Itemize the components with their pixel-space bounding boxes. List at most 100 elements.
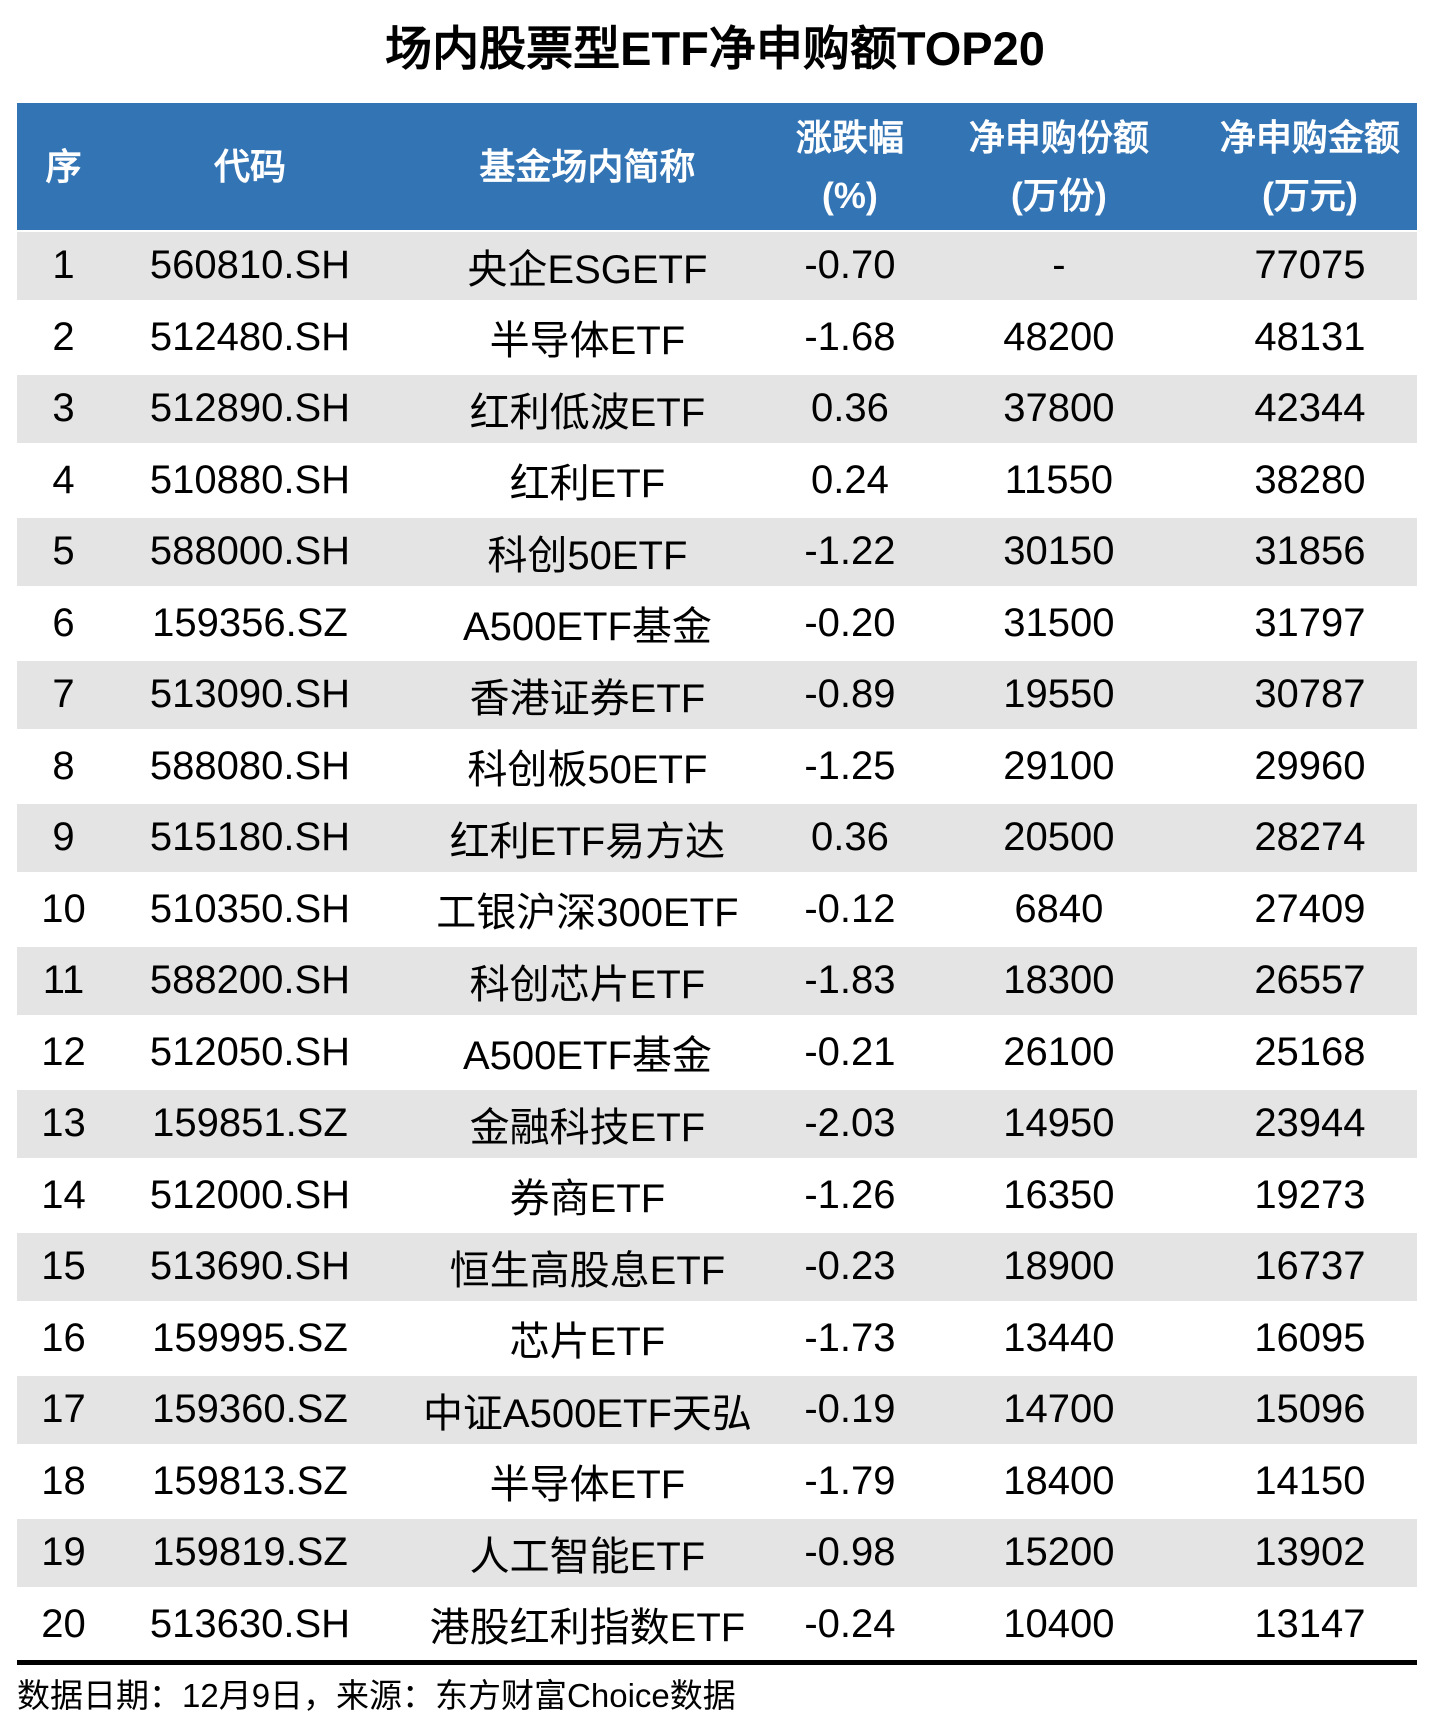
table-row: 6 159356.SZ A500ETF基金 -0.20 31500 31797 xyxy=(17,587,1417,659)
table-row: 2 512480.SH 半导体ETF -1.68 48200 48131 xyxy=(17,301,1417,373)
table-cell: -0.70 xyxy=(804,243,896,288)
column-header-fund-name: 基金场内简称 xyxy=(390,103,785,230)
table-cell: A500ETF基金 xyxy=(462,1034,712,1079)
table-cell: 18300 xyxy=(1003,958,1115,1003)
table-cell: 560810.SH xyxy=(149,243,351,288)
table-cell: 19 xyxy=(41,1530,86,1575)
table-cell: 10 xyxy=(41,886,86,931)
table-cell: 7 xyxy=(52,672,75,717)
table-cell: 513690.SH xyxy=(149,1244,351,1289)
table-cell: 159813.SZ xyxy=(152,1458,348,1503)
table-cell: 42344 xyxy=(1254,386,1366,431)
table-cell: 510350.SH xyxy=(149,886,351,931)
table-cell: 29960 xyxy=(1254,743,1366,788)
table-cell: 16350 xyxy=(1003,1172,1115,1217)
table-cell: 15 xyxy=(41,1244,86,1289)
table-cell: 30150 xyxy=(1003,529,1115,574)
column-header-label: 代码 xyxy=(213,145,286,187)
table-cell: 13 xyxy=(41,1101,86,1146)
table-cell: 中证A500ETF天弘 xyxy=(422,1391,752,1436)
table-cell: 人工智能ETF xyxy=(469,1534,706,1579)
table-row: 18 159813.SZ 半导体ETF -1.79 18400 14150 xyxy=(17,1445,1417,1517)
table-cell: - xyxy=(1052,243,1066,288)
table-cell: -0.23 xyxy=(804,1244,896,1289)
footer-divider xyxy=(17,1660,1417,1665)
table-cell: 588080.SH xyxy=(149,743,351,788)
table-row: 13 159851.SZ 金融科技ETF -2.03 14950 23944 xyxy=(17,1088,1417,1160)
table-cell: 1 xyxy=(52,243,75,288)
table-cell: 48200 xyxy=(1003,314,1115,359)
data-source-note: 数据日期：12月9日，来源：东方财富Choice数据 xyxy=(17,1677,736,1714)
etf-table: 序 代码 基金场内简称 涨跌幅 (%) 净申购份额 (万份) 净申购金额 (万 xyxy=(17,103,1417,1665)
table-cell: 31797 xyxy=(1254,600,1366,645)
table-cell: 16737 xyxy=(1254,1244,1366,1289)
table-cell: 3 xyxy=(52,386,75,431)
table-cell: 17 xyxy=(41,1387,86,1432)
table-row: 7 513090.SH 香港证券ETF -0.89 19550 30787 xyxy=(17,659,1417,731)
table-cell: -1.22 xyxy=(804,529,896,574)
table-row: 8 588080.SH 科创板50ETF -1.25 29100 29960 xyxy=(17,730,1417,802)
table-cell: 15096 xyxy=(1254,1387,1366,1432)
column-header-net-subscription-shares: 净申购份额 (万份) xyxy=(915,103,1203,230)
table-row: 14 512000.SH 券商ETF -1.26 16350 19273 xyxy=(17,1159,1417,1231)
table-cell: 512000.SH xyxy=(149,1172,351,1217)
table-cell: 25168 xyxy=(1254,1029,1366,1074)
table-cell: -1.79 xyxy=(804,1458,896,1503)
page-title: 场内股票型ETF净申购额TOP20 xyxy=(385,22,1045,75)
table-row: 16 159995.SZ 芯片ETF -1.73 13440 16095 xyxy=(17,1302,1417,1374)
column-header-net-subscription-amount: 净申购金额 (万元) xyxy=(1203,103,1417,230)
column-header-label: 基金场内简称 xyxy=(479,145,696,187)
table-cell: 16095 xyxy=(1254,1315,1366,1360)
table-cell: 11 xyxy=(42,958,85,1003)
table-row: 1 560810.SH 央企ESGETF -0.70 - 77075 xyxy=(17,230,1417,302)
column-header-label: 净申购金额 xyxy=(1219,116,1400,158)
table-cell: 16 xyxy=(41,1315,86,1360)
table-cell: 513090.SH xyxy=(149,672,351,717)
table-cell: 15200 xyxy=(1003,1530,1115,1575)
table-cell: 0.24 xyxy=(810,457,889,502)
table-row: 9 515180.SH 红利ETF易方达 0.36 20500 28274 xyxy=(17,802,1417,874)
table-cell: 2 xyxy=(52,314,75,359)
table-cell: 港股红利指数ETF xyxy=(429,1606,746,1651)
table-cell: 20500 xyxy=(1003,815,1115,860)
table-cell: 30787 xyxy=(1254,672,1366,717)
table-cell: 14 xyxy=(41,1172,86,1217)
table-cell: A500ETF基金 xyxy=(462,605,712,650)
column-header-label: 序 xyxy=(45,145,82,187)
table-cell: 19550 xyxy=(1003,672,1115,717)
table-cell: 18 xyxy=(41,1458,86,1503)
table-cell: 13902 xyxy=(1254,1530,1366,1575)
table-cell: 科创板50ETF xyxy=(467,748,708,793)
table-cell: 37800 xyxy=(1003,386,1115,431)
table-cell: 10400 xyxy=(1003,1601,1115,1646)
table-cell: 77075 xyxy=(1254,243,1366,288)
column-header-unit: (万份) xyxy=(1010,174,1107,216)
column-header-unit: (万元) xyxy=(1261,174,1358,216)
table-cell: -1.25 xyxy=(804,743,896,788)
table-cell: 28274 xyxy=(1254,815,1366,860)
table-cell: -0.89 xyxy=(804,672,896,717)
table-cell: -2.03 xyxy=(804,1101,896,1146)
table-cell: 18400 xyxy=(1003,1458,1115,1503)
table-cell: -0.12 xyxy=(804,886,896,931)
table-row: 12 512050.SH A500ETF基金 -0.21 26100 25168 xyxy=(17,1016,1417,1088)
table-row: 20 513630.SH 港股红利指数ETF -0.24 10400 13147 xyxy=(17,1588,1417,1660)
table-cell: -0.24 xyxy=(804,1601,896,1646)
table-cell: 20 xyxy=(41,1601,86,1646)
table-body: 1 560810.SH 央企ESGETF -0.70 - 77075 2 512480.SH 半… xyxy=(17,230,1417,1660)
table-cell: 159995.SZ xyxy=(152,1315,348,1360)
table-cell: 48131 xyxy=(1254,314,1366,359)
table-cell: 红利低波ETF xyxy=(469,390,706,435)
column-header-code: 代码 xyxy=(110,103,390,230)
table-cell: 19273 xyxy=(1254,1172,1366,1217)
table-cell: 9 xyxy=(52,815,75,860)
table-cell: 159360.SZ xyxy=(152,1387,348,1432)
table-cell: 14150 xyxy=(1254,1458,1366,1503)
column-header-label: 涨跌幅 xyxy=(795,116,904,158)
table-row: 15 513690.SH 恒生高股息ETF -0.23 18900 16737 xyxy=(17,1231,1417,1303)
table-cell: -0.20 xyxy=(804,600,896,645)
table-cell: 0.36 xyxy=(810,386,889,431)
table-cell: -1.26 xyxy=(804,1172,896,1217)
table-cell: 芯片ETF xyxy=(509,1320,666,1365)
